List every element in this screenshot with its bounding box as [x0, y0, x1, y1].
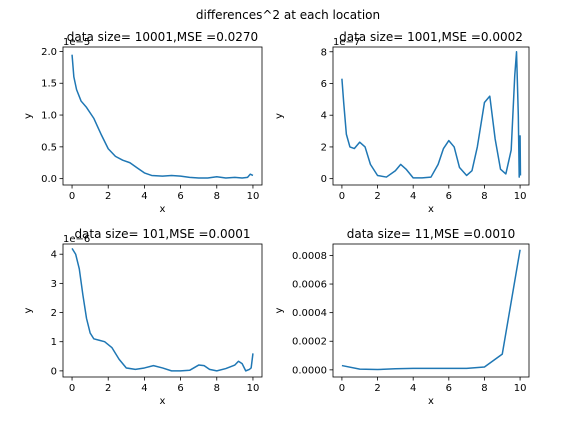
- y-tick-label: 4: [51, 250, 57, 261]
- x-tick-label: 10: [514, 383, 527, 394]
- x-axis-label: x: [160, 204, 166, 215]
- x-tick-label: 4: [410, 383, 416, 394]
- y-tick-label: 0.0002: [292, 337, 327, 348]
- subplot-4: data size= 11,MSE =0.0010 0 2 4 6 8 10 0.0000 0.…: [274, 227, 530, 407]
- x-tick-label: 6: [177, 383, 183, 394]
- x-tick-label: 4: [141, 383, 147, 394]
- subplot-title: data size= 10001,MSE =0.0270: [67, 30, 258, 44]
- y-axis-label: y: [23, 307, 34, 313]
- x-tick-label: 2: [105, 191, 111, 202]
- x-tick-label: 6: [446, 383, 452, 394]
- y-tick-label: 0.0000: [292, 365, 327, 376]
- x-tick-label: 8: [481, 383, 487, 394]
- x-axis-label: x: [428, 204, 434, 215]
- axes-frame: [62, 243, 263, 378]
- y-tick-label: 2: [51, 308, 57, 319]
- x-tick-label: 4: [141, 191, 147, 202]
- x-tick-label: 2: [105, 383, 111, 394]
- x-tick-label: 2: [374, 191, 380, 202]
- y-tick-label: 0: [321, 174, 327, 185]
- subplot-1: data size= 10001,MSE =0.0270 0 2 4 6 8 10 0.0 0.…: [23, 30, 263, 215]
- y-tick-label: 0.0006: [292, 280, 327, 291]
- x-tick-label: 8: [481, 191, 487, 202]
- series-line: [341, 249, 521, 371]
- x-tick-label: 8: [214, 191, 220, 202]
- y-tick-label: 4: [321, 111, 327, 122]
- series-line: [341, 51, 522, 179]
- x-axis-label: x: [160, 396, 166, 407]
- x-tick-label: 8: [214, 383, 220, 394]
- y-tick-label: 3: [51, 279, 57, 290]
- y-tick-label: 1.0: [41, 111, 57, 122]
- y-tick-label: 6: [321, 79, 327, 90]
- figure-suptitle: differences^2 at each location: [196, 8, 380, 22]
- y-tick-label: 8: [321, 47, 327, 58]
- y-tick-label: 2: [321, 142, 327, 153]
- y-offset-text: 1e−6: [63, 234, 90, 245]
- y-offset-text: 1e−5: [63, 37, 90, 48]
- series-line: [71, 54, 254, 179]
- x-tick-label: 0: [339, 191, 345, 202]
- subplot-title: data size= 101,MSE =0.0001: [74, 227, 250, 241]
- y-tick-label: 1.5: [41, 79, 57, 90]
- x-tick-label: 0: [69, 383, 75, 394]
- x-tick-label: 10: [514, 191, 527, 202]
- y-axis-label: y: [23, 113, 34, 119]
- x-axis-label: x: [428, 396, 434, 407]
- x-tick-label: 0: [69, 191, 75, 202]
- axes-frame: [62, 46, 263, 186]
- axes-frame: [332, 46, 530, 186]
- x-tick-label: 2: [374, 383, 380, 394]
- x-tick-label: 6: [177, 191, 183, 202]
- y-tick-label: 0: [51, 366, 57, 377]
- x-tick-label: 10: [247, 383, 260, 394]
- x-tick-label: 4: [410, 191, 416, 202]
- y-offset-text: 1e−7: [333, 37, 360, 48]
- y-tick-label: 1: [51, 337, 57, 348]
- x-tick-label: 6: [446, 191, 452, 202]
- y-tick-label: 0.0004: [292, 308, 327, 319]
- x-tick-label: 0: [339, 383, 345, 394]
- y-tick-label: 2.0: [41, 47, 57, 58]
- axes-frame: [332, 243, 530, 378]
- subplot-title: data size= 11,MSE =0.0010: [347, 227, 515, 241]
- x-tick-label: 10: [247, 191, 260, 202]
- subplot-title: data size= 1001,MSE =0.0002: [339, 30, 523, 44]
- y-tick-label: 0.5: [41, 142, 57, 153]
- y-tick-label: 0.0: [41, 174, 57, 185]
- y-axis-label: y: [274, 307, 285, 313]
- y-tick-label: 0.0008: [292, 251, 327, 262]
- y-axis-label: y: [274, 113, 285, 119]
- series-line: [71, 247, 254, 372]
- subplot-3: data size= 101,MSE =0.0001 0 2 4 6 8 10 0 1 2 3 4 1e…: [23, 227, 263, 407]
